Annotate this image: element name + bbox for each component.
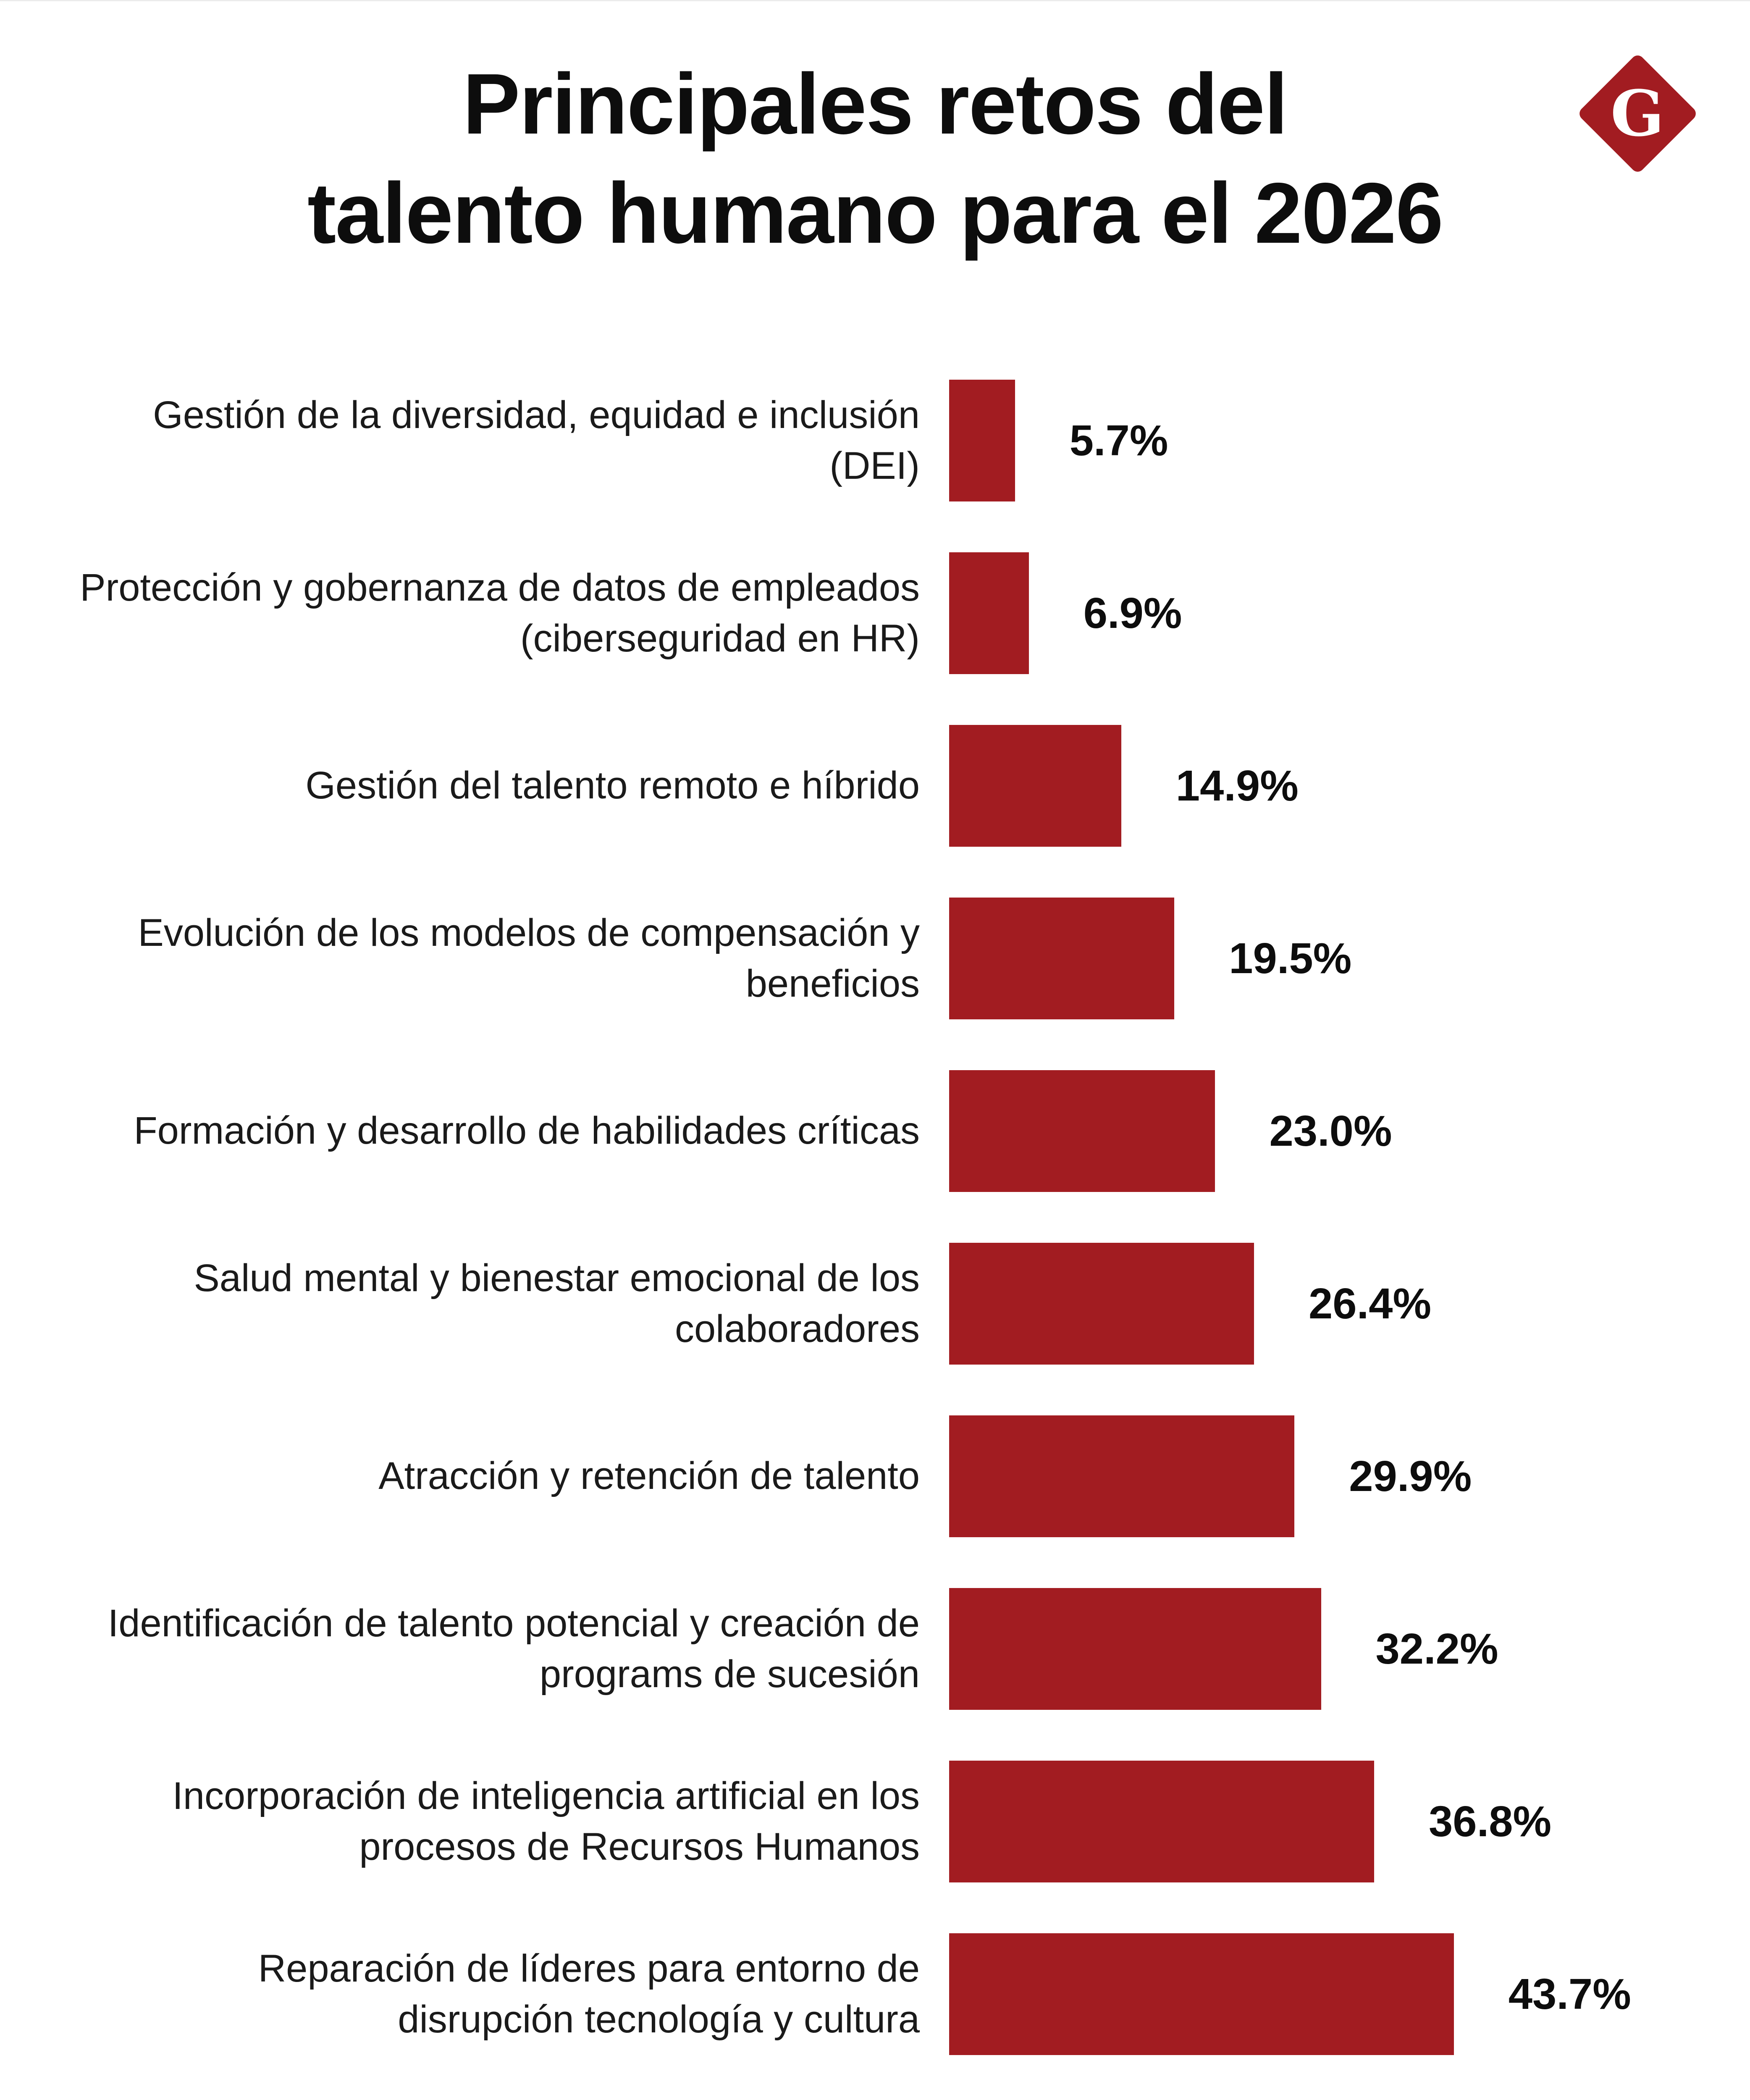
bar-value: 32.2%	[1375, 1625, 1498, 1673]
bar-label: Salud mental y bienestar emocional de lo…	[194, 1256, 920, 1351]
bar-row: Gestión de la diversidad, equidad e incl…	[0, 354, 1750, 527]
bar	[949, 1761, 1374, 1883]
bar-row: Fortalecimiento de la cultura y del sent…	[0, 2081, 1750, 2100]
bar	[949, 552, 1029, 675]
bar	[949, 1243, 1254, 1365]
bar-value: 5.7%	[1069, 416, 1168, 465]
bar	[949, 1070, 1215, 1192]
bar-value: 26.4%	[1309, 1279, 1432, 1328]
bar-label: Gestión de la diversidad, equidad e incl…	[153, 393, 920, 488]
bar-row: Atracción y retención de talento 29.9%	[0, 1390, 1750, 1563]
bar-value: 14.9%	[1175, 761, 1299, 810]
bar-value: 43.7%	[1508, 1970, 1631, 2019]
bar-row: Identificación de talento potencial y cr…	[0, 1563, 1750, 1735]
bar-label: Incorporación de inteligencia artificial…	[172, 1774, 920, 1869]
bar	[949, 898, 1175, 1020]
bar-label: Evolución de los modelos de compensación…	[138, 911, 920, 1005]
bar	[949, 380, 1015, 502]
bar-value: 23.0%	[1269, 1107, 1392, 1155]
bar	[949, 1415, 1295, 1538]
page-title: Principales retos del talento humano par…	[0, 50, 1750, 268]
bar-row: Incorporación de inteligencia artificial…	[0, 1735, 1750, 1908]
bar-label: Gestión del talento remoto e híbrido	[305, 764, 920, 807]
bar-row: Formación y desarrollo de habilidades cr…	[0, 1045, 1750, 1218]
bar-label: Protección y gobernanza de datos de empl…	[80, 566, 920, 660]
bar-value: 29.9%	[1349, 1452, 1472, 1501]
bar	[949, 725, 1121, 847]
bar	[949, 1588, 1321, 1710]
bar	[949, 1933, 1454, 2055]
bar-value: 19.5%	[1229, 934, 1352, 983]
bar-value: 6.9%	[1083, 589, 1182, 638]
bar-label: Reparación de líderes para entorno de di…	[258, 1947, 920, 2041]
bar-row: Evolución de los modelos de compensación…	[0, 872, 1750, 1045]
bar-row: Reparación de líderes para entorno de di…	[0, 1908, 1750, 2081]
bar-label: Identificación de talento potencial y cr…	[108, 1601, 920, 1696]
bar-value: 36.8%	[1429, 1797, 1552, 1846]
page-title-line-2: talento humano para el 2026	[307, 165, 1443, 262]
bar-label: Formación y desarrollo de habilidades cr…	[134, 1109, 920, 1152]
bar-chart: Gestión de la diversidad, equidad e incl…	[0, 354, 1750, 2100]
bar-rows: Gestión de la diversidad, equidad e incl…	[0, 354, 1750, 2100]
page-title-line-1: Principales retos del	[462, 56, 1288, 152]
bar-row: Protección y gobernanza de datos de empl…	[0, 527, 1750, 700]
logo-letter: G	[1611, 76, 1665, 151]
bar-row: Salud mental y bienestar emocional de lo…	[0, 1218, 1750, 1390]
bar-row: Gestión del talento remoto e híbrido 14.…	[0, 700, 1750, 872]
bar-label: Atracción y retención de talento	[378, 1454, 920, 1498]
